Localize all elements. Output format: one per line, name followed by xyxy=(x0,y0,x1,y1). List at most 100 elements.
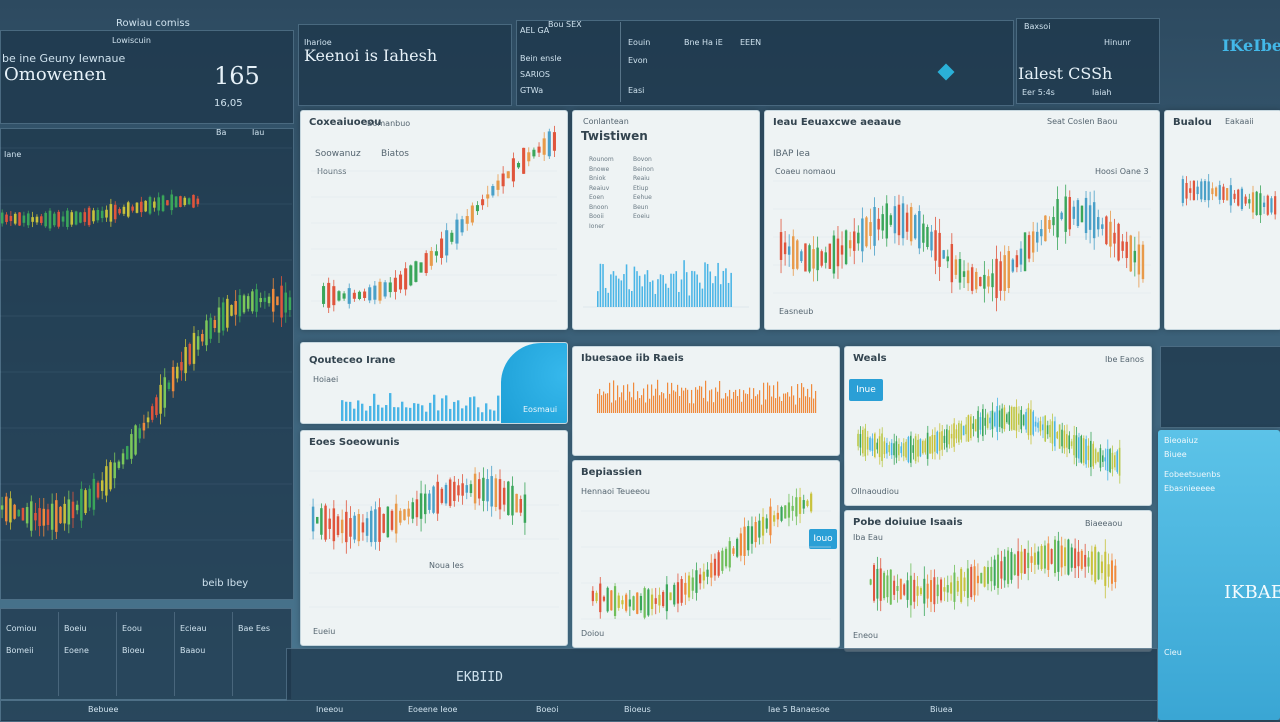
footer-label[interactable]: Boeoi xyxy=(536,705,559,714)
volume-bar xyxy=(602,264,604,307)
volume-bar xyxy=(631,397,633,413)
candle-body xyxy=(67,499,71,525)
footer-label[interactable]: Biuea xyxy=(930,705,953,714)
candle-body xyxy=(883,441,886,455)
volume-bar xyxy=(715,387,717,413)
candle-body xyxy=(883,572,886,599)
card-3[interactable]: Ieau Eeuaxcwe aeaaue Seat Coslen Baou IB… xyxy=(764,110,1160,330)
candle-body xyxy=(912,445,914,453)
candle-body xyxy=(187,198,191,205)
candle-body xyxy=(445,230,449,256)
volume-bar xyxy=(675,271,678,307)
card-2-row: Bnowe xyxy=(589,165,610,173)
volume-bar xyxy=(761,404,763,413)
bottom-cell[interactable]: Boeiu xyxy=(64,624,87,633)
candle-body xyxy=(1125,241,1128,259)
bottom-cell[interactable]: Bomeii xyxy=(6,646,34,655)
card-9[interactable]: Bepiassien Hennaoi Teueeou Iouo Doiou xyxy=(572,460,840,648)
footer-label[interactable]: Bebuee xyxy=(88,705,119,714)
candle-body xyxy=(109,462,112,490)
candle-body xyxy=(109,204,113,222)
volume-bar xyxy=(497,395,500,421)
candle-body xyxy=(369,510,373,543)
candle-body xyxy=(948,430,950,445)
card-2[interactable]: Twistiwen Conlantean Rounom Bnowe Bniok … xyxy=(572,110,760,330)
candle-body xyxy=(1054,421,1056,447)
candle-body xyxy=(57,211,60,227)
volume-bar xyxy=(639,398,641,413)
volume-bar xyxy=(429,402,432,421)
candle-body xyxy=(1192,180,1196,200)
footer-label[interactable]: Bioeus xyxy=(624,705,651,714)
card-2-chart xyxy=(583,260,749,308)
candle-body xyxy=(991,410,994,430)
candle-body xyxy=(765,518,768,529)
card-9-foot: Doiou xyxy=(581,629,605,638)
metric-5: GTWa xyxy=(520,86,544,95)
bottom-cell[interactable]: Comiou xyxy=(6,624,37,633)
candle-body xyxy=(455,219,459,244)
candle-body xyxy=(1061,429,1063,447)
card-1[interactable]: Coxeaiuoeou Bomanbuo Soowanuz Biatos Hou… xyxy=(300,110,568,330)
candle-body xyxy=(743,526,746,556)
candle-body xyxy=(1027,552,1030,569)
card-9-button[interactable]: Iouo xyxy=(809,529,837,549)
candle-body xyxy=(1078,437,1080,459)
candle-body xyxy=(812,249,815,269)
candle-body xyxy=(1023,549,1026,574)
candle-body xyxy=(991,273,994,288)
candle-body xyxy=(378,507,381,542)
volume-bar xyxy=(683,260,685,307)
card-7-button[interactable]: Inue xyxy=(849,379,883,401)
candle-body xyxy=(1050,549,1053,564)
volume-bar xyxy=(735,389,737,413)
card-7[interactable]: Weals Ibe Eanos Inue Ollnaoudiou xyxy=(844,346,1152,506)
candle-body xyxy=(475,205,480,212)
candle-body xyxy=(59,506,62,524)
candle-body xyxy=(798,497,802,514)
candle-body xyxy=(864,428,866,457)
bottom-cell[interactable]: Bae Ees xyxy=(238,624,270,633)
bottom-cell[interactable]: Bioeu xyxy=(122,646,145,655)
candle-body xyxy=(929,580,933,602)
candle-body xyxy=(761,516,765,536)
candle-body xyxy=(547,131,551,157)
footer-label[interactable]: Iae 5 Banaesoe xyxy=(768,705,830,714)
candle-body xyxy=(1218,185,1221,200)
candle-body xyxy=(13,504,16,519)
bottom-cell[interactable]: Eoou xyxy=(122,624,142,633)
bottom-cell[interactable]: Eoene xyxy=(64,646,89,655)
candle-body xyxy=(246,296,250,309)
footer-label[interactable]: Eoeene Ieoe xyxy=(408,705,458,714)
metric-10: Easi xyxy=(628,86,645,95)
card-10[interactable]: Pobe doiuiue Isaais Iba Eau Biaeeaou Ene… xyxy=(844,510,1152,652)
volume-bar xyxy=(619,397,621,413)
bottom-cell[interactable]: Baaou xyxy=(180,646,206,655)
candle-body xyxy=(832,235,836,274)
card-2-row: Bovon xyxy=(633,156,652,163)
candle-body xyxy=(1063,430,1066,449)
card-6[interactable]: Ibuesaoe iib Raeis xyxy=(572,346,840,456)
candle-body xyxy=(713,558,717,576)
footer-label[interactable]: Ineeou xyxy=(316,705,344,714)
volume-bar xyxy=(678,291,680,307)
candle-body xyxy=(987,276,990,287)
volume-bar xyxy=(485,403,488,421)
volume-bar xyxy=(725,393,727,413)
candle-body xyxy=(639,595,643,611)
card-4[interactable]: Bualou Eakaaii xyxy=(1164,110,1280,330)
volume-bar xyxy=(743,390,745,413)
bottom-cell[interactable]: Ecieau xyxy=(180,624,207,633)
candle-body xyxy=(263,297,267,302)
candle-body xyxy=(1057,540,1060,572)
volume-bar xyxy=(345,401,348,421)
volume-bar xyxy=(357,400,360,421)
volume-bar xyxy=(667,287,670,307)
card-8[interactable]: Eoes Soeowunis Noua Ies Eueiu xyxy=(300,430,568,646)
card-5[interactable]: Qouteceo Irane Hoiaei Eosmaui xyxy=(300,342,568,424)
volume-bar xyxy=(709,271,712,307)
candle-body xyxy=(481,199,485,206)
candle-body xyxy=(271,288,275,312)
candle-body xyxy=(1233,193,1236,200)
candle-body xyxy=(936,431,938,454)
